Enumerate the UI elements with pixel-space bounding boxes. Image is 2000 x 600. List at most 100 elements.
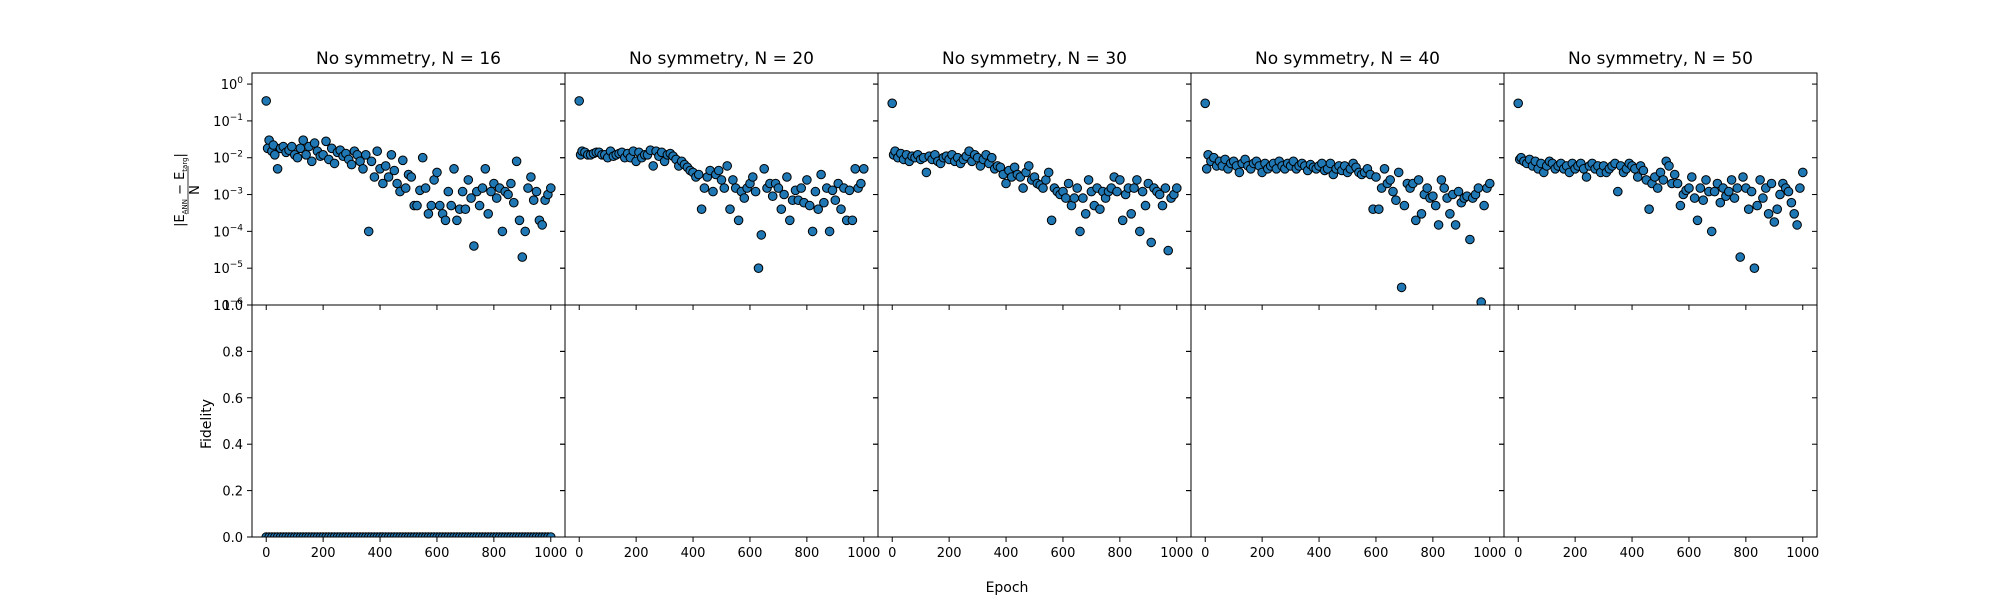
data-point <box>321 136 331 147</box>
data-point <box>1043 167 1054 178</box>
data-point <box>850 164 861 174</box>
x-tick-label: 200 <box>937 546 962 561</box>
data-point <box>1137 186 1148 197</box>
data-point <box>776 204 787 214</box>
data-point <box>1698 195 1708 205</box>
data-point <box>733 215 744 226</box>
data-point <box>1018 183 1028 193</box>
data-point <box>469 241 479 251</box>
x-tick-label: 1000 <box>1160 546 1193 561</box>
data-point <box>1692 215 1703 226</box>
x-tick-label: 400 <box>681 546 706 561</box>
data-point <box>1729 193 1740 203</box>
x-tick-label: 400 <box>1307 546 1332 561</box>
data-point <box>1201 164 1212 174</box>
x-tick-label: 1000 <box>534 546 567 561</box>
data-point <box>859 164 869 174</box>
data-point <box>420 183 431 193</box>
data-point <box>1732 183 1743 193</box>
data-point <box>1234 167 1245 178</box>
data-point <box>1763 209 1774 219</box>
axes-frame <box>1190 304 1505 538</box>
y-tick-label: 10−2 <box>213 150 243 167</box>
data-point <box>1709 186 1720 197</box>
data-point <box>1126 209 1136 219</box>
data-point <box>779 189 789 200</box>
data-point <box>378 178 388 189</box>
data-point <box>474 200 485 211</box>
data-point <box>819 197 829 208</box>
data-point <box>739 193 750 203</box>
axes-frame <box>564 304 879 538</box>
data-point <box>748 172 758 182</box>
data-point <box>1689 193 1700 203</box>
data-point <box>1672 178 1683 189</box>
data-point <box>1658 175 1669 185</box>
data-point <box>1706 226 1717 237</box>
data-point <box>452 215 462 226</box>
data-point <box>1135 226 1145 237</box>
data-point <box>1132 175 1142 185</box>
top-y-axis-label-denominator: N <box>188 185 203 195</box>
data-point <box>1063 178 1074 189</box>
data-point <box>514 215 525 226</box>
data-point <box>511 156 522 167</box>
x-tick-label: 400 <box>368 546 393 561</box>
data-point <box>1769 217 1780 227</box>
data-point <box>785 215 795 226</box>
data-point <box>389 165 400 176</box>
data-point <box>1163 245 1173 256</box>
data-point <box>292 152 303 163</box>
data-point <box>361 150 371 160</box>
panel-top-2: No symmetry, N = 20 <box>560 49 879 310</box>
data-point <box>546 532 556 537</box>
data-point <box>1789 209 1799 219</box>
data-point <box>1069 193 1080 203</box>
data-point <box>1374 204 1384 214</box>
bottom-y-axis-label: Fidelity <box>199 399 215 449</box>
data-point <box>1413 175 1424 185</box>
data-point <box>1684 183 1694 193</box>
data-point <box>1095 204 1105 214</box>
data-point <box>460 204 471 214</box>
data-point <box>449 164 459 174</box>
data-point <box>369 172 380 182</box>
y-tick-label: 10−1 <box>213 113 243 130</box>
x-tick-label: 600 <box>1051 546 1076 561</box>
data-point <box>1695 183 1706 193</box>
data-point <box>713 165 724 176</box>
data-point <box>491 193 502 203</box>
data-point <box>1393 167 1404 178</box>
top-y-axis-label: |EANN − Etarg| N <box>173 153 203 227</box>
data-point <box>366 156 377 167</box>
panel-title: No symmetry, N = 30 <box>942 49 1127 69</box>
data-point <box>417 152 428 163</box>
data-point <box>1388 186 1398 197</box>
data-point <box>440 215 451 226</box>
data-point <box>856 178 866 189</box>
data-point <box>443 186 454 197</box>
panel-top-5: No symmetry, N = 50 <box>1499 49 1818 310</box>
y-tick-label: 0.2 <box>222 485 243 500</box>
data-point <box>329 158 340 169</box>
data-point <box>1664 161 1674 171</box>
data-point <box>1038 183 1048 193</box>
data-point <box>1638 165 1649 176</box>
data-point <box>1766 178 1777 189</box>
x-tick-label: 600 <box>425 546 450 561</box>
data-point <box>1752 200 1762 211</box>
data-point <box>693 169 704 180</box>
data-point <box>457 186 468 197</box>
x-tick-label: 600 <box>1364 546 1389 561</box>
data-point <box>1430 200 1441 211</box>
x-tick-label: 800 <box>1420 546 1445 561</box>
data-point <box>1391 195 1401 205</box>
x-tick-label: 0 <box>888 546 896 561</box>
data-point <box>432 167 442 178</box>
data-point <box>830 195 841 205</box>
data-point <box>287 141 297 152</box>
data-point <box>648 161 659 171</box>
data-point <box>1112 186 1122 197</box>
data-point <box>372 146 383 156</box>
data-point <box>1772 204 1782 214</box>
